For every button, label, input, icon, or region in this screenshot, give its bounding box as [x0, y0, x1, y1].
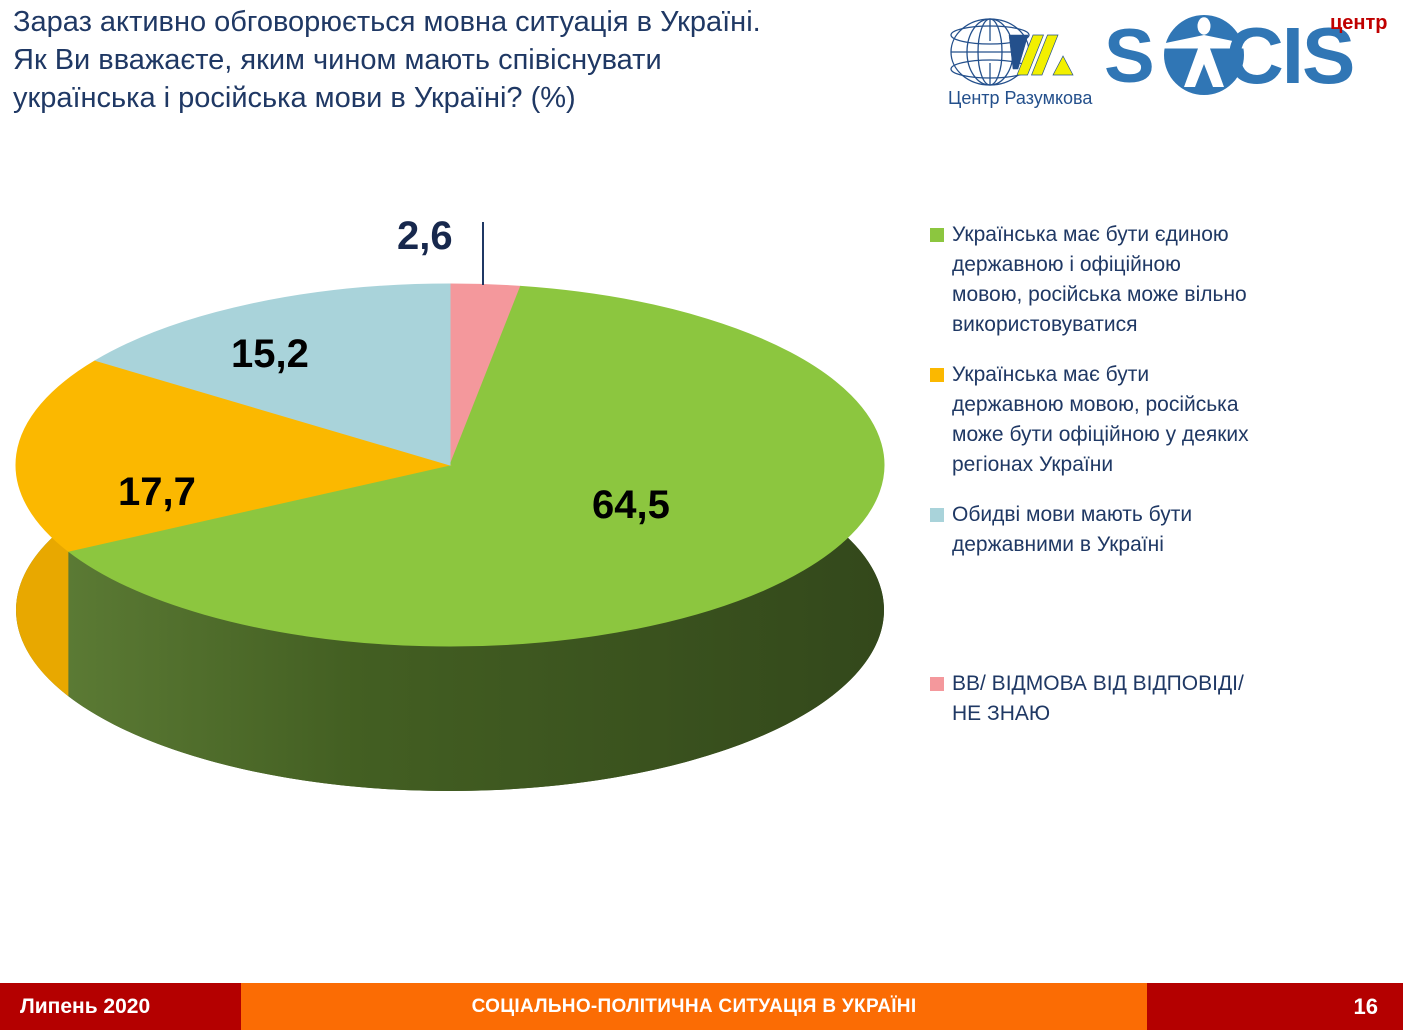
svg-text:Центр Разумкова: Центр Разумкова — [948, 88, 1093, 108]
svg-text:S: S — [1104, 14, 1152, 96]
svg-text:центр: центр — [1330, 14, 1388, 34]
